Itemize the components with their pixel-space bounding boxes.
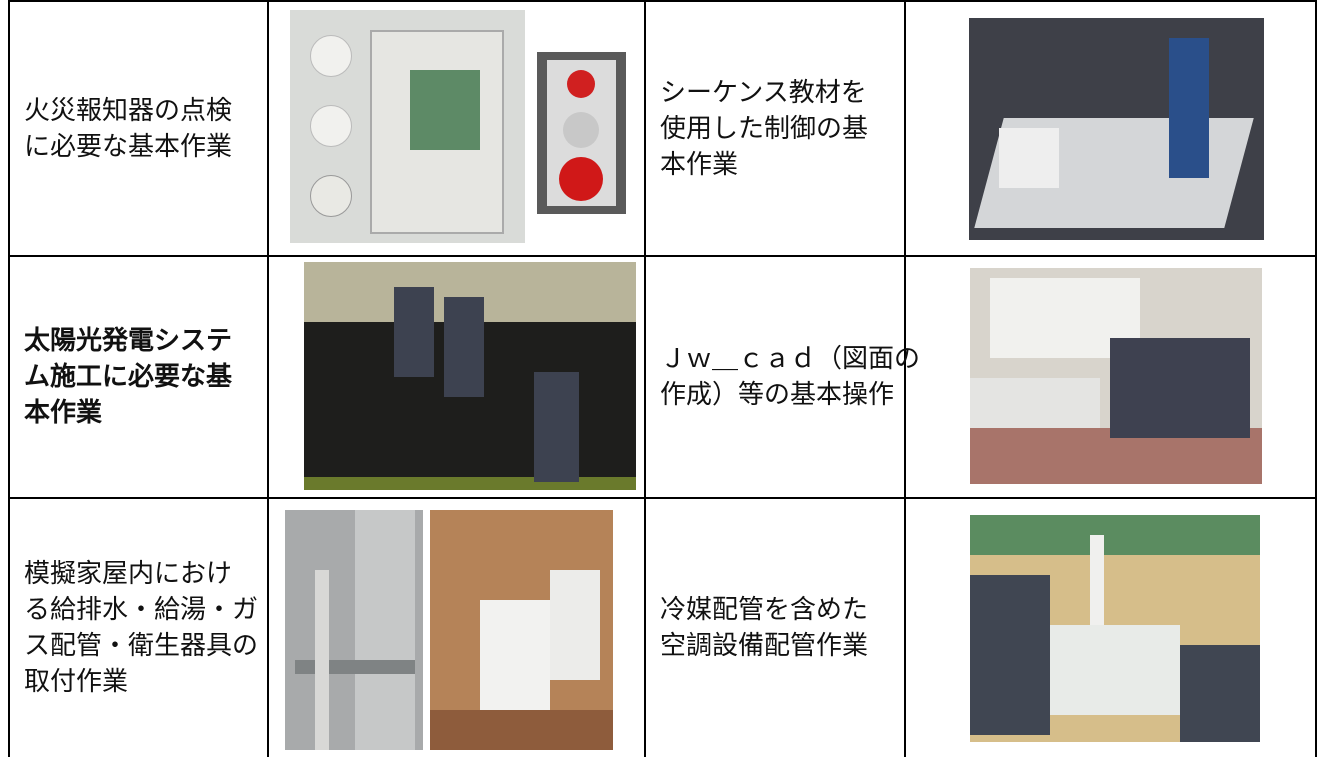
photo [285,510,423,750]
text-line: 火災報知器の点検 [24,95,233,126]
table-border [904,0,906,757]
cell-text: 模擬家屋内におけ る給排水・給湯・ガ ス配管・衛生器具の 取付作業 [24,499,265,757]
text-line: 模擬家屋内におけ [24,559,233,589]
text-line: 本作業 [24,398,103,428]
photo [970,268,1262,484]
photo [537,52,626,214]
table-border [644,0,646,757]
table-border [8,497,1317,499]
text-line: る給排水・給湯・ガ [24,595,259,625]
text-line: ム施工に必要な基 [24,362,233,392]
photo [290,10,525,243]
text-line: 使用した制御の基 [660,113,869,144]
photo [970,515,1260,742]
text-line: 取付作業 [24,667,129,697]
text-line: 本作業 [660,149,739,180]
cell-text: 太陽光発電システ ム施工に必要な基 本作業 [24,257,265,497]
text-line: Ｊｗ＿ｃａｄ（図面の [660,344,921,374]
text-line: 作成）等の基本操作 [660,380,895,410]
text-line: シーケンス教材を [660,77,867,108]
cell-text: 冷媒配管を含めた 空調設備配管作業 [660,499,902,757]
table-border [8,255,1317,257]
text-line: 冷媒配管を含めた [660,595,869,625]
table-border [267,0,269,757]
text-line: 空調設備配管作業 [660,631,869,661]
text-line: 太陽光発電システ [24,326,233,356]
cell-text: Ｊｗ＿ｃａｄ（図面の 作成）等の基本操作 [660,257,921,497]
table-border [8,0,1317,2]
photo [430,510,613,750]
cell-text: 火災報知器の点検 に必要な基本作業 [24,2,265,255]
photo [969,18,1264,240]
cell-text: シーケンス教材を 使用した制御の基 本作業 [660,2,902,255]
photo [304,262,636,490]
table-border [1315,0,1317,757]
table-border [8,0,10,757]
text-line: に必要な基本作業 [24,131,233,162]
text-line: ス配管・衛生器具の [24,631,259,661]
